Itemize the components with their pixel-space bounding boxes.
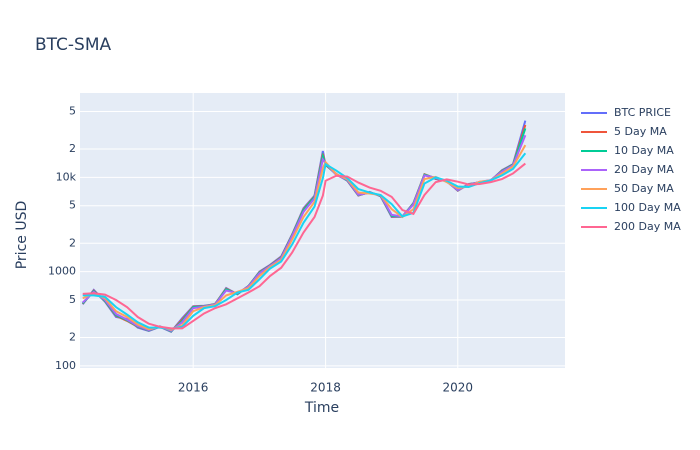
x-tick-label: 2020: [443, 381, 474, 395]
series-line: [82, 162, 526, 330]
legend-label: 5 Day MA: [614, 125, 667, 138]
x-tick-label: 2018: [310, 381, 341, 395]
chart-title: BTC-SMA: [35, 35, 112, 55]
x-axis-title: Time: [304, 400, 339, 416]
y-tick-label: 2: [69, 331, 76, 344]
y-tick-label: 100: [55, 359, 76, 372]
y-tick-label: 5: [69, 104, 76, 117]
x-tick-label: 2016: [178, 381, 209, 395]
legend-label: 200 Day MA: [614, 220, 681, 233]
y-axis-title: Price USD: [14, 201, 30, 270]
plot-area: [80, 93, 565, 368]
legend-label: 10 Day MA: [614, 144, 674, 157]
y-tick-label: 5: [69, 199, 76, 212]
y-tick-label: 10k: [56, 170, 77, 183]
y-tick-label: 5: [69, 293, 76, 306]
legend-label: 20 Day MA: [614, 163, 674, 176]
legend-label: 100 Day MA: [614, 201, 681, 214]
y-tick-label: 2: [69, 142, 76, 155]
plot-lines: [81, 120, 527, 334]
series-line: [82, 152, 527, 330]
y-tick-label: 2: [69, 236, 76, 249]
legend-label: 50 Day MA: [614, 182, 674, 195]
legend-label: BTC PRICE: [614, 106, 671, 119]
y-tick-label: 1000: [48, 265, 76, 278]
